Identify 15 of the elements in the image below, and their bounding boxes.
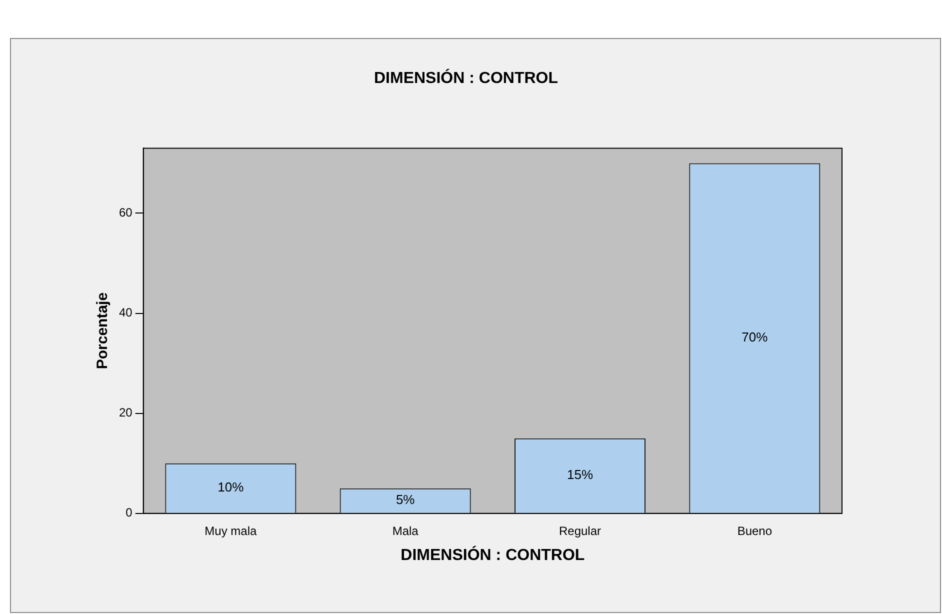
y-tick-label: 40	[118, 306, 133, 320]
x-tick-label: Regular	[558, 524, 602, 538]
data-label: 15%	[566, 467, 594, 482]
y-axis-title: Porcentaje	[94, 292, 112, 370]
x-tick-label: Muy mala	[204, 524, 258, 538]
x-axis-title: DIMENSIÓN : CONTROL	[400, 544, 585, 564]
y-tick-label: 20	[118, 406, 133, 420]
data-label: 10%	[218, 480, 244, 495]
x-tick-label: Mala	[392, 524, 419, 538]
y-tick-label: 60	[118, 206, 133, 220]
data-label: 70%	[742, 330, 768, 345]
data-label: 5%	[396, 492, 416, 508]
chart-title: DIMENSIÓN : CONTROL	[374, 68, 558, 88]
x-tick-label: Bueno	[737, 524, 772, 538]
y-tick-label: 0	[126, 506, 133, 520]
